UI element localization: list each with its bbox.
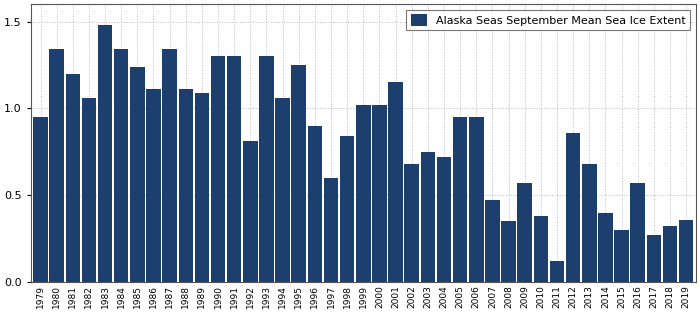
Bar (275, 98, 290, 282)
Bar (679, 220, 694, 282)
Bar (533, 216, 548, 282)
Bar (582, 164, 596, 282)
Bar (550, 261, 564, 282)
Bar (114, 49, 129, 282)
Bar (227, 56, 242, 282)
Bar (243, 141, 258, 282)
Bar (389, 82, 403, 282)
Bar (485, 200, 500, 282)
Legend: Alaska Seas September Mean Sea Ice Extent: Alaska Seas September Mean Sea Ice Exten… (406, 10, 690, 30)
Bar (130, 67, 145, 282)
Bar (356, 105, 370, 282)
Bar (469, 117, 484, 282)
Bar (372, 105, 386, 282)
Bar (615, 230, 629, 282)
Bar (211, 56, 225, 282)
Bar (291, 65, 306, 282)
Bar (307, 126, 322, 282)
Bar (501, 221, 516, 282)
Bar (663, 227, 678, 282)
Bar (340, 136, 354, 282)
Bar (437, 157, 452, 282)
Bar (195, 93, 209, 282)
Bar (50, 49, 64, 282)
Bar (259, 56, 274, 282)
Bar (178, 89, 193, 282)
Bar (421, 152, 435, 282)
Bar (98, 25, 112, 282)
Bar (566, 133, 580, 282)
Bar (33, 117, 48, 282)
Bar (324, 178, 338, 282)
Bar (647, 235, 661, 282)
Bar (162, 49, 177, 282)
Bar (517, 183, 532, 282)
Bar (82, 98, 96, 282)
Bar (598, 212, 612, 282)
Bar (453, 117, 468, 282)
Bar (631, 183, 645, 282)
Bar (66, 74, 80, 282)
Bar (146, 89, 161, 282)
Bar (405, 164, 419, 282)
